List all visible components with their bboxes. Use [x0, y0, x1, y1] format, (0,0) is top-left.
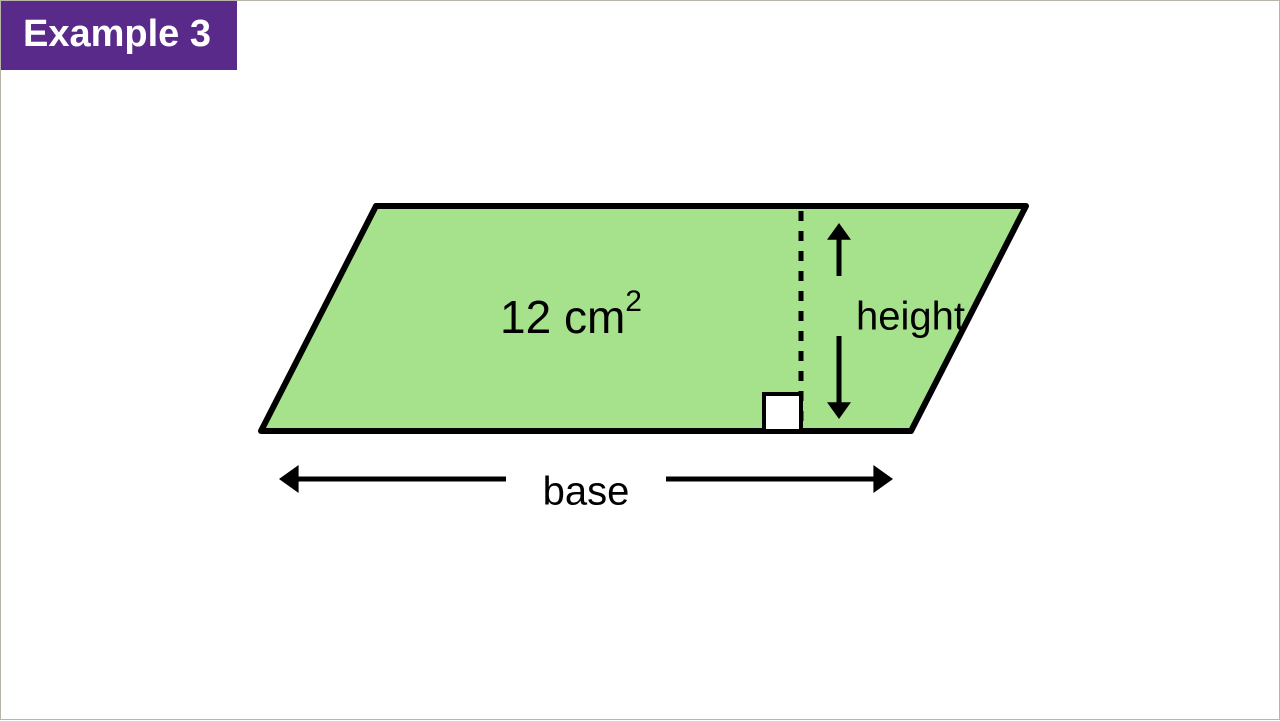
base-label: base: [543, 470, 630, 514]
diagram-frame: Example 3 12 cm2heightbase: [0, 0, 1280, 720]
area-label: 12 cm2: [500, 285, 642, 343]
base-arrow-head-right: [873, 465, 893, 493]
diagram-svg: 12 cm2 height base: [1, 1, 1280, 721]
right-angle-icon: [764, 394, 801, 431]
height-label: height: [856, 295, 965, 339]
base-arrow-head-left: [279, 465, 299, 493]
